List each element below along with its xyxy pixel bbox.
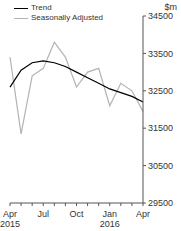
- svg-text:33500: 33500: [148, 49, 173, 59]
- svg-text:2015: 2015: [0, 219, 20, 229]
- html-text:Seasonally Adjusted: Seasonally Adjusted: [31, 13, 104, 22]
- svg-text:Oct: Oct: [69, 209, 84, 219]
- svg-text:Apr: Apr: [136, 209, 150, 219]
- svg-text:Jan: Jan: [102, 209, 117, 219]
- svg-text:30500: 30500: [148, 161, 173, 171]
- svg-text:2016: 2016: [100, 219, 120, 229]
- html-text:Trend: Trend: [31, 3, 52, 12]
- svg-text:31500: 31500: [148, 123, 173, 133]
- html-text:$m: $m: [164, 2, 177, 12]
- svg-text:29500: 29500: [148, 198, 173, 208]
- svg-text:Jul: Jul: [37, 209, 49, 219]
- svg-text:32500: 32500: [148, 86, 173, 96]
- svg-text:Apr: Apr: [3, 209, 17, 219]
- svg-text:34500: 34500: [148, 11, 173, 21]
